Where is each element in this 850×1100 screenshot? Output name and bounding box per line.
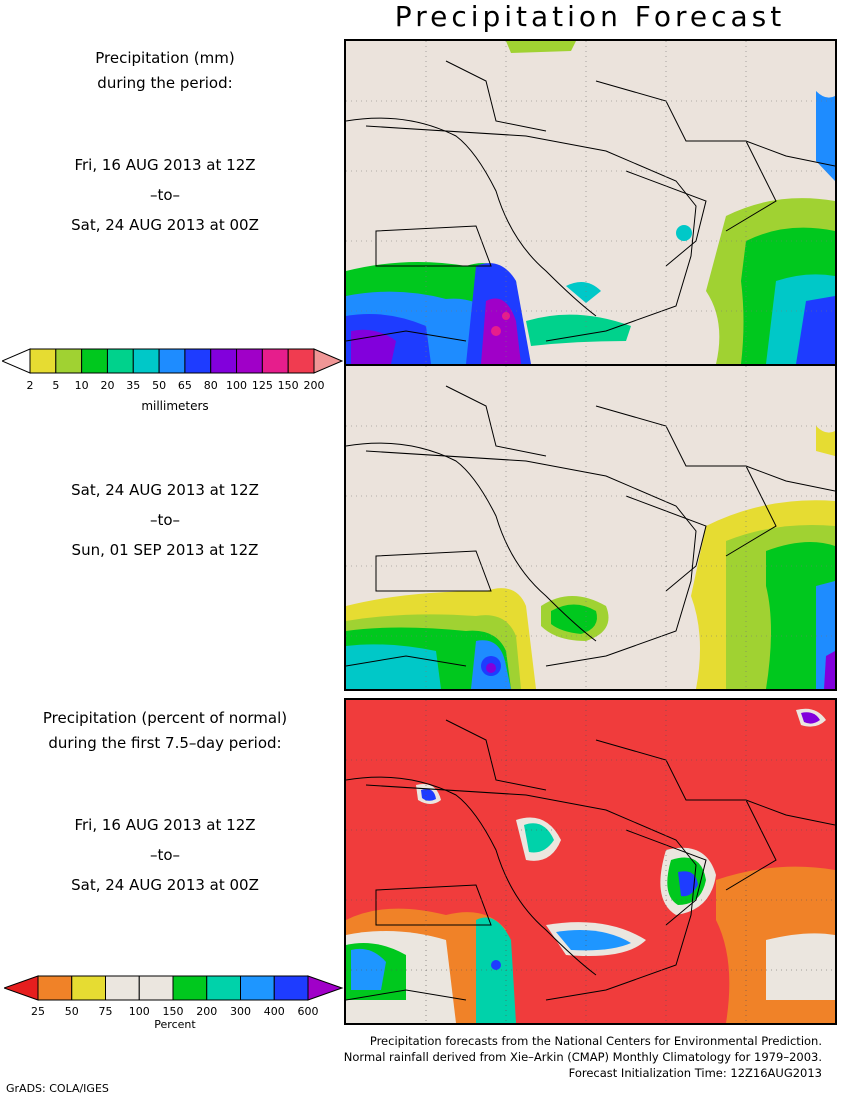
map-precip-week2 [344,364,837,691]
colorbar-tick-label: 35 [126,379,141,392]
colorbar-tick-label: 5 [52,379,60,392]
footer-line2: Normal rainfall derived from Xie–Arkin (… [343,1050,822,1064]
map-precip-week1 [344,39,837,366]
colorbar-tick-label: 50 [64,1005,79,1018]
footer-line1: Precipitation forecasts from the Nationa… [369,1034,822,1048]
colorbar-segment [29,348,57,374]
colorbar-segment [240,975,275,1001]
colorbar-percent-ticks: 25 50 75 100 150 200 300 400 600 [0,1005,346,1021]
colorbar-segment [55,348,83,374]
colorbar-percent-unit: Percent [154,1018,196,1031]
panel3-period: Fri, 16 AUG 2013 at 12Z –to– Sat, 24 AUG… [0,815,330,895]
map-percent-normal [344,698,837,1025]
colorbar-tick-label: 200 [196,1005,218,1018]
panel1-heading: Precipitation (mm) during the period: [0,48,330,93]
colorbar-segment [184,348,212,374]
colorbar-mm-ticks: 2 5 10 20 35 50 65 80 100 125 150 200 [0,379,346,395]
colorbar-tick-label: 400 [263,1005,285,1018]
colorbar-segment [158,348,186,374]
colorbar-tick-label: 80 [203,379,218,392]
panel3-end: Sat, 24 AUG 2013 at 00Z [71,876,259,894]
colorbar-left-arrow [4,975,39,1001]
colorbar-tick-label: 150 [277,379,299,392]
colorbar-segment [172,975,208,1001]
colorbar-segment [287,348,315,374]
page-title: Precipitation Forecast [394,0,786,33]
colorbar-segment [106,348,134,374]
panel1-start: Fri, 16 AUG 2013 at 12Z [74,156,256,174]
panel3-heading-line2: during the first 7.5–day period: [48,734,282,752]
colorbar-segment [210,348,238,374]
colorbar-segment [261,348,289,374]
colorbar-left-arrow [2,348,31,374]
colorbar-right-arrow [307,975,344,1001]
panel1-period: Fri, 16 AUG 2013 at 12Z –to– Sat, 24 AUG… [0,155,330,235]
colorbar-tick-label: 65 [177,379,192,392]
colorbar-tick-label: 100 [226,379,248,392]
colorbar-segment [37,975,73,1001]
colorbar-segment [71,975,106,1001]
colorbar-tick-label: 150 [162,1005,184,1018]
panel3-heading-line1: Precipitation (percent of normal) [42,709,288,727]
colorbar-tick-label: 100 [128,1005,150,1018]
panel1-to: –to– [149,186,181,204]
panel2-period: Sat, 24 AUG 2013 at 12Z –to– Sun, 01 SEP… [0,480,330,560]
footer-line3: Forecast Initialization Time: 12Z16AUG20… [568,1066,822,1080]
colorbar-tick-label: 200 [303,379,325,392]
panel1-heading-line2: during the period: [97,74,233,92]
colorbar-tick-label: 20 [100,379,115,392]
colorbar-segment [132,348,160,374]
colorbar-mm [2,348,344,374]
colorbar-segment [81,348,108,374]
grads-credit: GrADS: COLA/IGES [6,1082,109,1095]
panel2-end: Sun, 01 SEP 2013 at 12Z [71,541,259,559]
panel3-to: –to– [149,846,181,864]
colorbar-mm-unit: millimeters [141,399,209,413]
colorbar-right-arrow [313,348,344,374]
colorbar-segment [105,975,140,1001]
colorbar-tick-label: 600 [297,1005,319,1018]
colorbar-tick-label: 2 [26,379,34,392]
colorbar-tick-label: 50 [152,379,167,392]
panel2-start: Sat, 24 AUG 2013 at 12Z [71,481,259,499]
colorbar-segment [138,975,174,1001]
colorbar-segment [273,975,309,1001]
panel3-start: Fri, 16 AUG 2013 at 12Z [74,816,256,834]
panel1-heading-line1: Precipitation (mm) [95,49,235,67]
colorbar-segment [206,975,241,1001]
colorbar-tick-label: 25 [31,1005,45,1018]
colorbar-tick-label: 75 [98,1005,113,1018]
colorbar-tick-label: 300 [230,1005,251,1018]
footer-notes: Precipitation forecasts from the Nationa… [344,1033,822,1081]
colorbar-percent [4,975,344,1001]
colorbar-tick-label: 10 [74,379,89,392]
colorbar-tick-label: 125 [251,379,273,392]
panel2-to: –to– [149,511,181,529]
colorbar-segment [236,348,263,374]
panel1-end: Sat, 24 AUG 2013 at 00Z [71,216,259,234]
panel3-heading: Precipitation (percent of normal) during… [0,708,330,753]
